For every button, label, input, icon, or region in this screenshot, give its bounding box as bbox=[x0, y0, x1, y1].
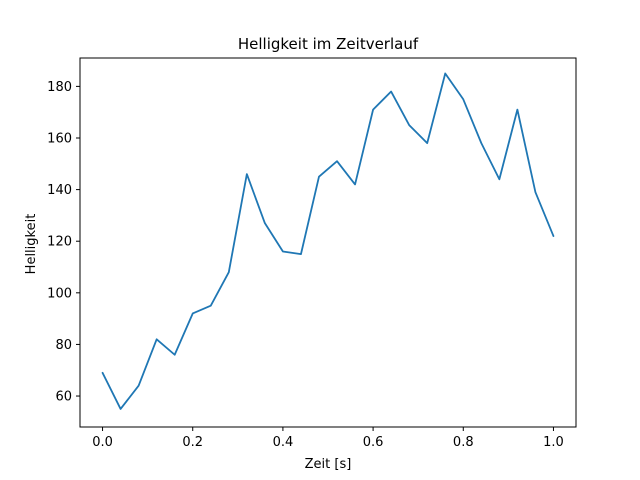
x-tick-label: 0.6 bbox=[363, 435, 384, 450]
series-line bbox=[101, 72, 555, 410]
x-tick-label: 0.8 bbox=[453, 435, 474, 450]
y-axis-label: Helligkeit bbox=[24, 214, 39, 275]
x-tick-label: 0.2 bbox=[182, 435, 203, 450]
x-axis-label: Zeit [s] bbox=[305, 457, 352, 472]
plot-area-border bbox=[79, 57, 577, 428]
x-tick-label: 0.0 bbox=[92, 435, 113, 450]
y-tick-label: 60 bbox=[55, 390, 72, 405]
plot-frame bbox=[79, 57, 577, 428]
y-tick-label: 80 bbox=[55, 338, 72, 353]
y-tick-label: 120 bbox=[47, 235, 72, 250]
x-tick-label: 0.4 bbox=[273, 435, 294, 450]
chart-title: Helligkeit im Zeitverlauf bbox=[238, 35, 419, 53]
y-axis: 60 80 100 120 140 160 180 bbox=[47, 80, 80, 405]
y-tick-label: 140 bbox=[47, 183, 72, 198]
x-tick-label: 1.0 bbox=[543, 435, 564, 450]
series-layer bbox=[101, 72, 555, 410]
y-tick-label: 180 bbox=[47, 80, 72, 95]
y-tick-label: 100 bbox=[47, 286, 72, 301]
y-tick-label: 160 bbox=[47, 131, 72, 146]
x-axis: 0.0 0.2 0.4 0.6 0.8 1.0 bbox=[92, 427, 564, 450]
